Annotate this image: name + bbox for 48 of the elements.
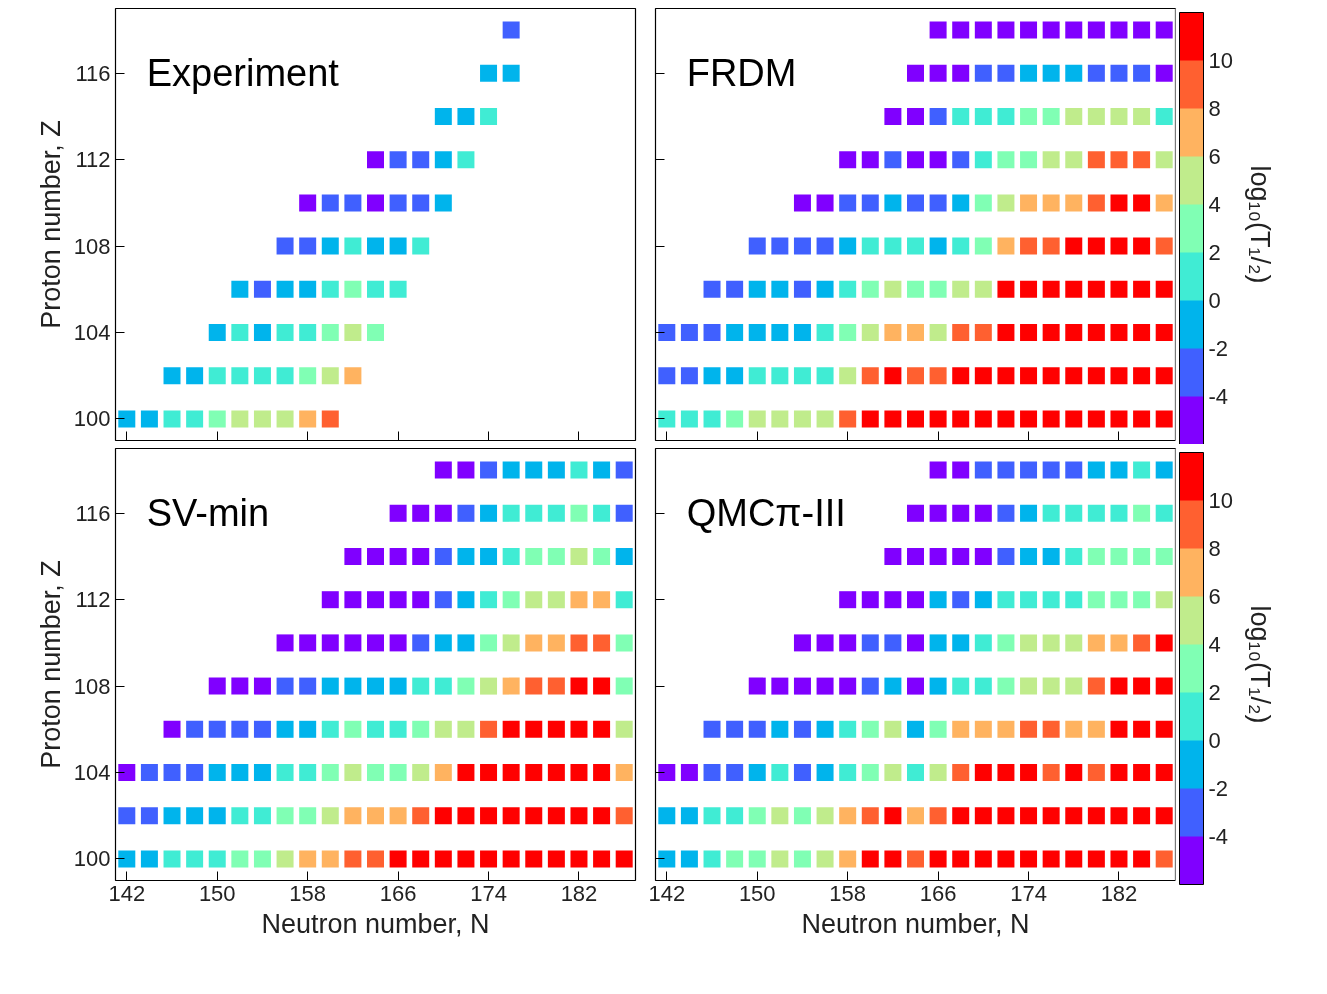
- y-tick-label: 104: [73, 760, 111, 785]
- x-tick-label: 150: [198, 880, 236, 906]
- color-bar-label: -2: [1208, 336, 1229, 361]
- y-tick-label: 100: [73, 846, 111, 872]
- color-bar-label: 4: [1208, 192, 1221, 217]
- color-bar-label: 2: [1208, 680, 1221, 705]
- color-bar-label: 0: [1208, 728, 1221, 753]
- text: SV-min: [146, 492, 270, 535]
- y-axis-title: Proton number, Z: [35, 120, 66, 329]
- y-tick-label: 108: [73, 673, 111, 699]
- x-tick-label: 174: [1010, 880, 1047, 906]
- y-tick-label: 100: [73, 406, 111, 432]
- color-bar-label: 4: [1208, 632, 1221, 657]
- y-tick-label: 116: [75, 60, 111, 86]
- text: QMCπ-III: [686, 492, 846, 535]
- y-axis-title: Proton number, Z: [35, 560, 66, 769]
- y-tick-label: 116: [75, 500, 111, 526]
- y-tick-label: 104: [73, 320, 111, 345]
- x-tick-label: 182: [1100, 880, 1138, 906]
- color-bar-label: 10: [1208, 488, 1233, 513]
- x-tick-label: 142: [108, 880, 146, 906]
- x-tick-label: 174: [470, 880, 507, 906]
- color-bar-label: 8: [1208, 536, 1221, 561]
- color-bar-label: -2: [1208, 776, 1229, 801]
- color-bar-title: log₁₀(T₁/₂): [1244, 165, 1275, 284]
- x-tick-label: 166: [919, 880, 957, 906]
- y-tick-label: 108: [73, 233, 111, 259]
- color-bar-label: 10: [1208, 48, 1233, 73]
- x-tick-label: 142: [648, 880, 686, 906]
- color-bar-label: 6: [1208, 144, 1221, 169]
- color-bar-label: -4: [1208, 824, 1229, 849]
- y-tick-label: 112: [75, 147, 111, 173]
- color-bar-title: log₁₀(T₁/₂): [1244, 605, 1275, 724]
- color-bar-label: 6: [1208, 584, 1221, 609]
- text: FRDM: [686, 52, 797, 95]
- text: Experiment: [146, 52, 340, 95]
- y-tick-label: 112: [75, 587, 111, 613]
- x-tick-label: 182: [560, 880, 598, 906]
- color-bar-label: 0: [1208, 288, 1221, 313]
- color-bar-label: -4: [1208, 384, 1229, 409]
- x-tick-label: 150: [738, 880, 776, 906]
- x-axis-title: Neutron number, N: [261, 908, 490, 939]
- x-tick-label: 166: [379, 880, 417, 906]
- x-tick-label: 158: [289, 880, 327, 906]
- x-axis-title: Neutron number, N: [801, 908, 1030, 939]
- color-bar-label: 2: [1208, 240, 1221, 265]
- x-tick-label: 158: [829, 880, 867, 906]
- color-bar-label: 8: [1208, 96, 1221, 121]
